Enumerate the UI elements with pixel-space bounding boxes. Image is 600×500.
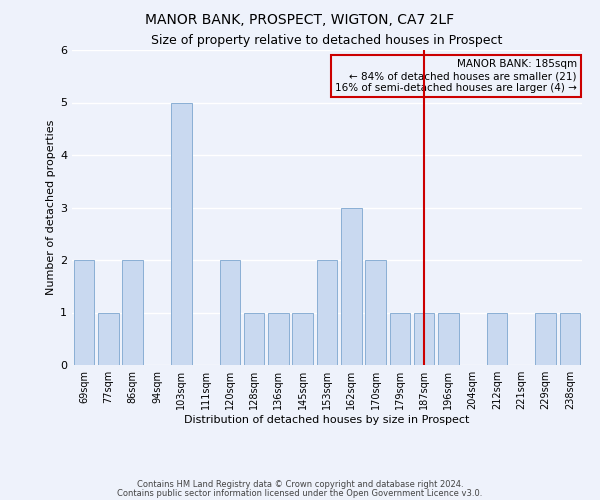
Bar [74, 260, 94, 365]
Bar [171, 102, 191, 365]
Bar [98, 312, 119, 365]
Bar [365, 260, 386, 365]
Bar [122, 260, 143, 365]
Text: Contains HM Land Registry data © Crown copyright and database right 2024.: Contains HM Land Registry data © Crown c… [137, 480, 463, 489]
Bar [220, 260, 240, 365]
Title: Size of property relative to detached houses in Prospect: Size of property relative to detached ho… [151, 34, 503, 48]
Text: MANOR BANK: 185sqm
← 84% of detached houses are smaller (21)
16% of semi-detache: MANOR BANK: 185sqm ← 84% of detached hou… [335, 60, 577, 92]
Bar [414, 312, 434, 365]
Bar [268, 312, 289, 365]
Bar [560, 312, 580, 365]
Bar [341, 208, 362, 365]
Text: Contains public sector information licensed under the Open Government Licence v3: Contains public sector information licen… [118, 488, 482, 498]
Bar [535, 312, 556, 365]
Y-axis label: Number of detached properties: Number of detached properties [46, 120, 56, 295]
X-axis label: Distribution of detached houses by size in Prospect: Distribution of detached houses by size … [184, 415, 470, 425]
Bar [389, 312, 410, 365]
Text: MANOR BANK, PROSPECT, WIGTON, CA7 2LF: MANOR BANK, PROSPECT, WIGTON, CA7 2LF [145, 12, 455, 26]
Bar [244, 312, 265, 365]
Bar [292, 312, 313, 365]
Bar [487, 312, 508, 365]
Bar [438, 312, 459, 365]
Bar [317, 260, 337, 365]
